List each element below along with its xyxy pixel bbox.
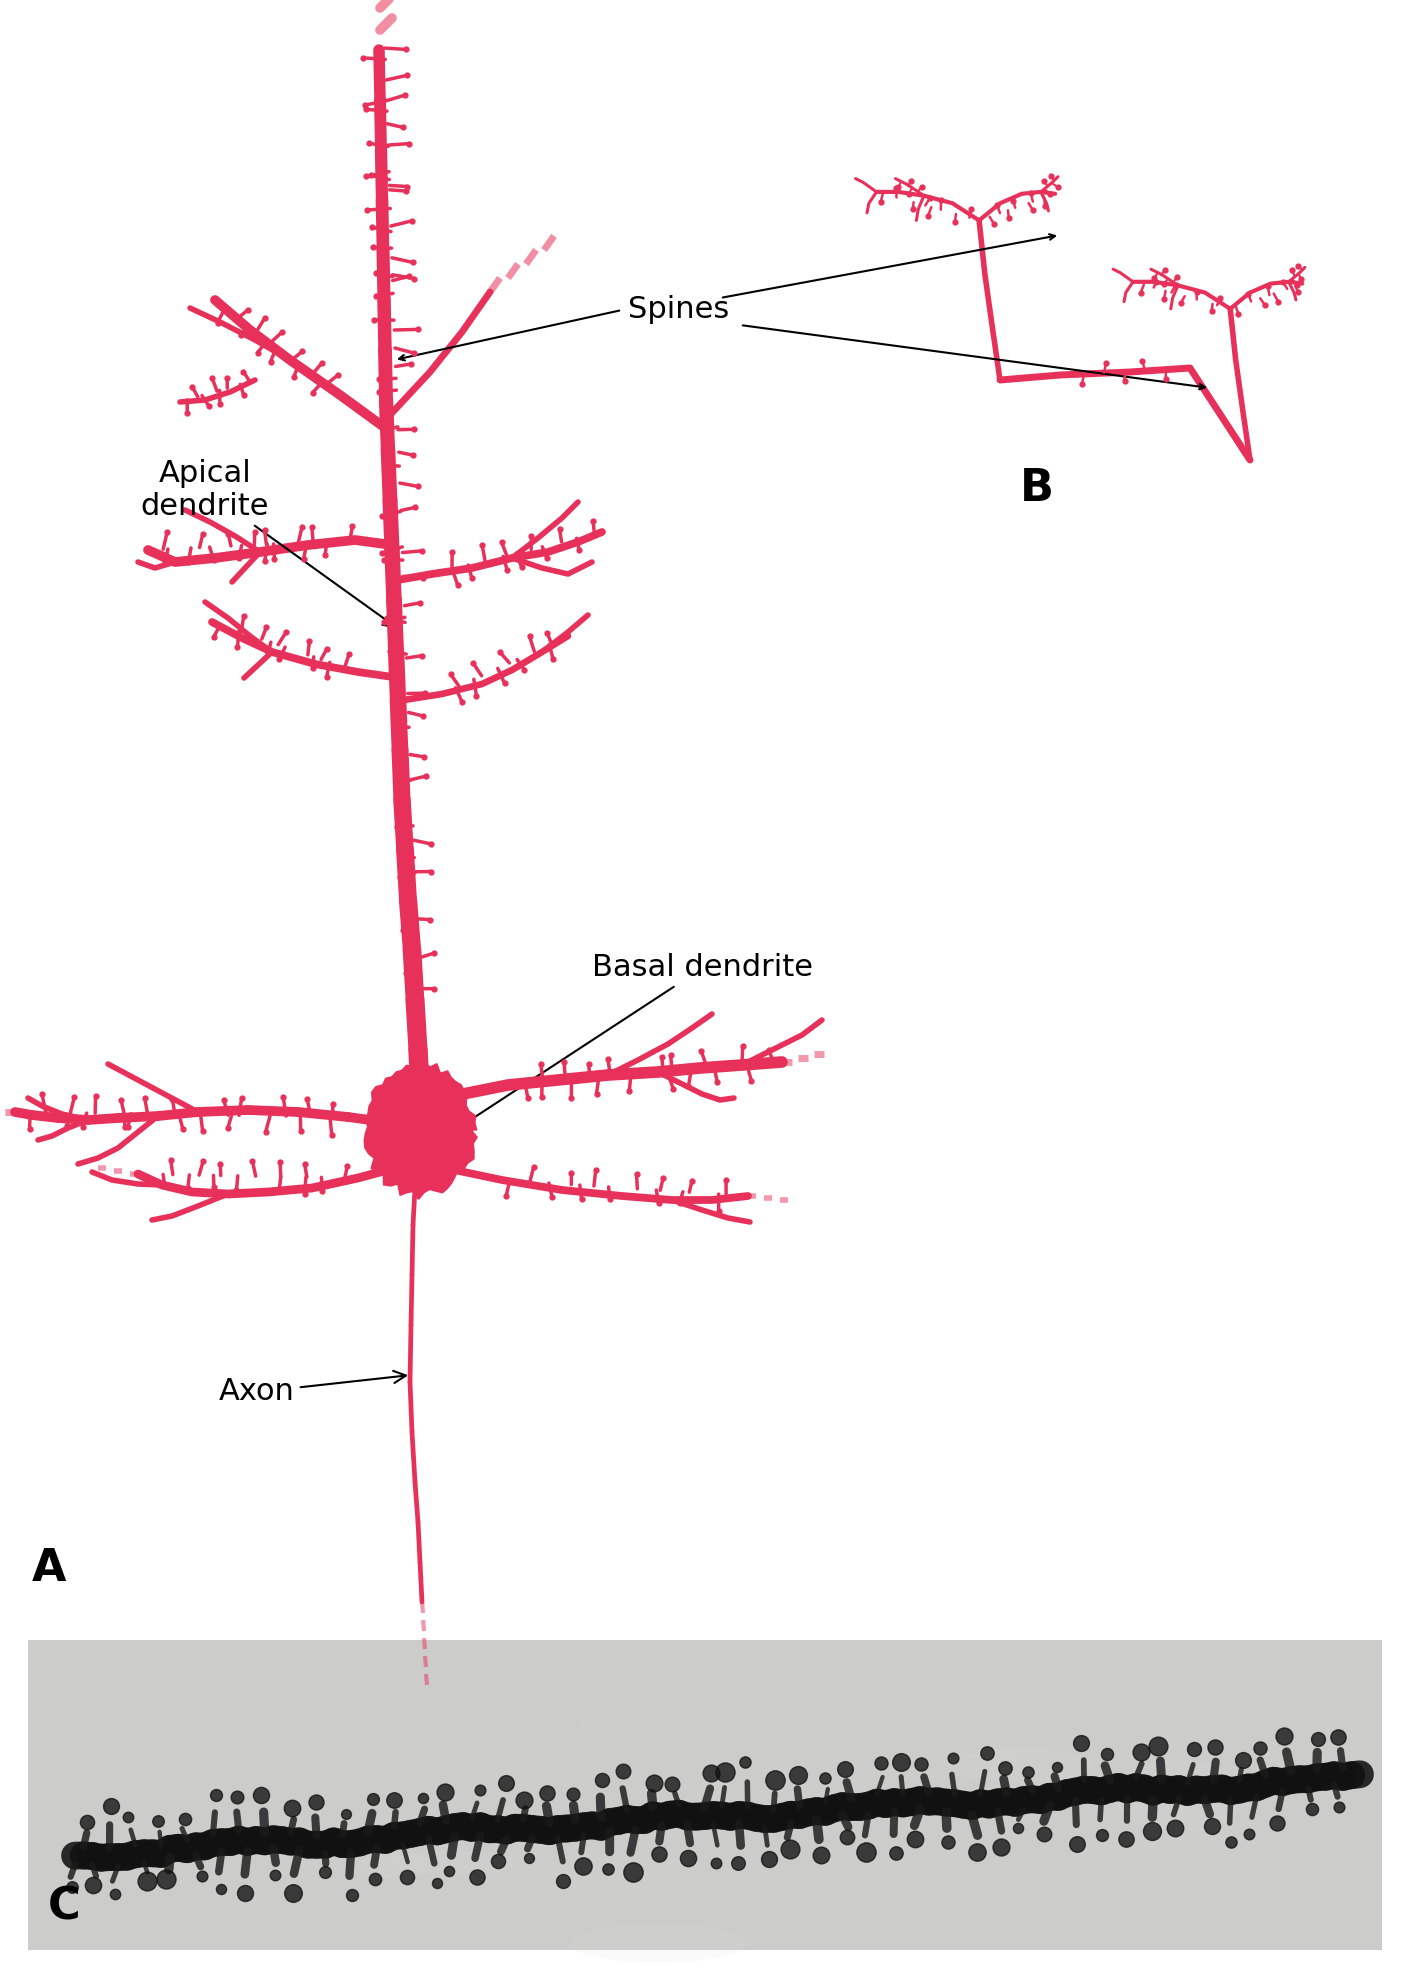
Ellipse shape	[681, 1780, 747, 1849]
Text: C: C	[48, 1884, 80, 1928]
Ellipse shape	[265, 1833, 341, 1874]
Text: A: A	[32, 1547, 66, 1591]
Ellipse shape	[570, 1924, 747, 1963]
Text: Spines: Spines	[627, 296, 729, 325]
Ellipse shape	[943, 1731, 1052, 1758]
Ellipse shape	[1093, 1833, 1273, 1863]
Ellipse shape	[577, 1707, 646, 1744]
Ellipse shape	[520, 1853, 713, 1908]
Text: B: B	[1019, 467, 1055, 510]
Ellipse shape	[948, 1748, 1094, 1782]
Ellipse shape	[907, 1677, 1036, 1719]
Ellipse shape	[360, 1851, 427, 1880]
Ellipse shape	[1115, 1758, 1245, 1835]
Ellipse shape	[388, 1851, 516, 1874]
Polygon shape	[364, 1062, 477, 1198]
Text: Apical
dendrite: Apical dendrite	[141, 459, 396, 627]
Bar	[28, 1640, 1382, 1949]
Text: Axon: Axon	[219, 1370, 406, 1407]
Text: Basal dendrite: Basal dendrite	[457, 954, 814, 1129]
